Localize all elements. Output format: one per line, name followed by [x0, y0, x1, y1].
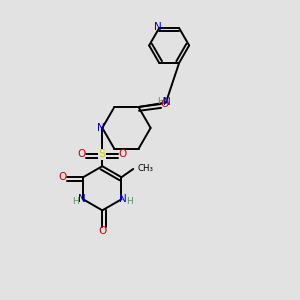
Text: N: N: [163, 97, 170, 107]
Text: O: O: [98, 226, 106, 236]
Text: O: O: [118, 149, 127, 159]
Text: O: O: [78, 149, 86, 159]
Text: N: N: [78, 194, 86, 204]
Text: N: N: [119, 194, 127, 204]
Text: H: H: [72, 197, 79, 206]
Text: O: O: [160, 99, 169, 109]
Text: N: N: [97, 123, 105, 133]
Text: CH₃: CH₃: [138, 164, 154, 173]
Text: H: H: [126, 197, 133, 206]
Text: O: O: [58, 172, 66, 182]
Text: S: S: [99, 149, 106, 159]
Text: H: H: [157, 97, 164, 106]
Text: N: N: [154, 22, 161, 32]
